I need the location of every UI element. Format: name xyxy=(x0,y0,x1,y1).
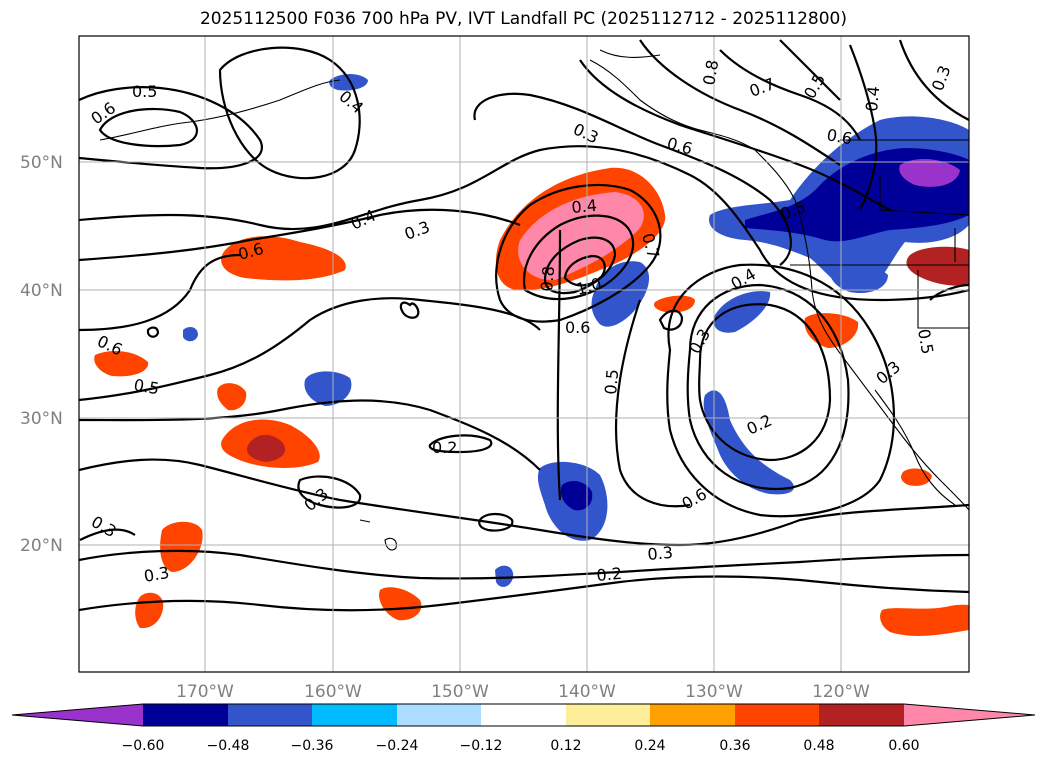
colorbar-segment xyxy=(819,704,904,726)
contour-label: 0.8 xyxy=(537,265,558,292)
pv-positive-area-east-4 xyxy=(654,295,695,313)
contour-label: 0.4 xyxy=(571,196,598,217)
pv-filled-areas xyxy=(94,74,969,636)
pv-positive-area-east-2 xyxy=(906,246,969,286)
latitude-labels: 50°N 40°N 30°N 20°N xyxy=(20,153,63,556)
pv-negative-area-6 xyxy=(329,74,368,91)
lon-label-140w: 140°W xyxy=(558,682,616,702)
coastlines xyxy=(99,49,969,551)
contour-label: 0.2 xyxy=(596,564,623,585)
lon-label-160w: 160°W xyxy=(304,682,362,702)
contour-label: 0.3 xyxy=(142,563,170,586)
colorbar-tick-label: 0.12 xyxy=(550,738,581,754)
contour-label: 0.5 xyxy=(132,82,157,101)
pv-negative-area-3 xyxy=(703,390,794,495)
pv-positive-area-west-1 xyxy=(221,236,346,281)
longitude-labels: 170°W 160°W 150°W 140°W 130°W 120°W xyxy=(176,682,870,702)
map-border xyxy=(78,35,970,673)
colorbar-segment xyxy=(397,704,481,726)
colorbar-tick-label: −0.24 xyxy=(376,738,419,754)
pv-negative-area-8 xyxy=(183,327,198,342)
pv-positive-area-west-6 xyxy=(379,587,422,621)
pv-negative-area-7 xyxy=(495,565,514,587)
lon-label-120w: 120°W xyxy=(812,682,870,702)
lon-label-130w: 130°W xyxy=(685,682,743,702)
lat-label-40n: 40°N xyxy=(20,281,63,301)
pv-negative-area-1 xyxy=(591,261,650,327)
contour-label: 0.3 xyxy=(455,20,480,39)
colorbar-tick-label: 0.24 xyxy=(634,738,665,754)
gridlines xyxy=(79,36,969,672)
pv-negative-core-2 xyxy=(560,480,593,511)
colorbar-tick-label: −0.36 xyxy=(291,738,334,754)
colorbar-outline xyxy=(11,703,1036,727)
pv-positive-area-east-3 xyxy=(880,604,969,636)
colorbar-segment xyxy=(312,704,397,726)
pv-positive-area-west-7 xyxy=(217,383,247,411)
pv-positive-area-west-3 xyxy=(94,350,149,377)
pv-positive-core-central xyxy=(518,192,644,281)
pv-negative-peak-northeast xyxy=(899,158,960,187)
contour-label: 0.6 xyxy=(565,318,590,337)
contour-label: 0.5 xyxy=(914,327,937,355)
colorbar: −0.60 −0.48 −0.36 −0.24 −0.12 0.12 0.24 … xyxy=(11,703,1036,754)
pv-positive-area-west-4 xyxy=(160,521,203,572)
map-background xyxy=(79,36,969,672)
colorbar-tick-label: −0.12 xyxy=(460,738,503,754)
contour-label: 0.4 xyxy=(862,85,883,112)
colorbar-tick-label: 0.48 xyxy=(803,738,834,754)
contour-label: 0.5 xyxy=(132,375,160,398)
contour-label: 0.3 xyxy=(647,543,674,564)
colorbar-segment xyxy=(143,704,228,726)
pv-negative-area-9 xyxy=(829,261,888,294)
colorbar-extend-left xyxy=(12,704,143,726)
lon-label-170w: 170°W xyxy=(176,682,234,702)
contour-label: 0.2 xyxy=(432,438,457,457)
lat-label-30n: 30°N xyxy=(20,409,63,429)
colorbar-tick-label: 0.60 xyxy=(888,738,919,754)
colorbar-segment xyxy=(481,704,566,726)
contour-label: 0.6 xyxy=(825,125,853,148)
colorbar-segment xyxy=(566,704,650,726)
colorbar-tick-label: −0.48 xyxy=(207,738,250,754)
lat-label-50n: 50°N xyxy=(20,153,63,173)
colorbar-extend-right xyxy=(904,704,1035,726)
map-title: 2025112500 F036 700 hPa PV, IVT Landfall… xyxy=(199,9,847,29)
pv-positive-core-west-2 xyxy=(246,434,286,462)
contour-label: 0.5 xyxy=(601,368,622,395)
pv-contours xyxy=(79,39,969,612)
contour-label: 0.8 xyxy=(699,58,722,86)
colorbar-tick-label: −0.60 xyxy=(122,738,165,754)
colorbar-segment xyxy=(228,704,312,726)
pv-negative-area-4 xyxy=(713,291,771,333)
colorbar-segment xyxy=(735,704,819,726)
lon-label-150w: 150°W xyxy=(431,682,489,702)
lat-label-20n: 20°N xyxy=(20,536,63,556)
pv-negative-area-5 xyxy=(304,371,352,406)
colorbar-tick-label: 0.36 xyxy=(719,738,750,754)
colorbar-segment xyxy=(650,704,735,726)
